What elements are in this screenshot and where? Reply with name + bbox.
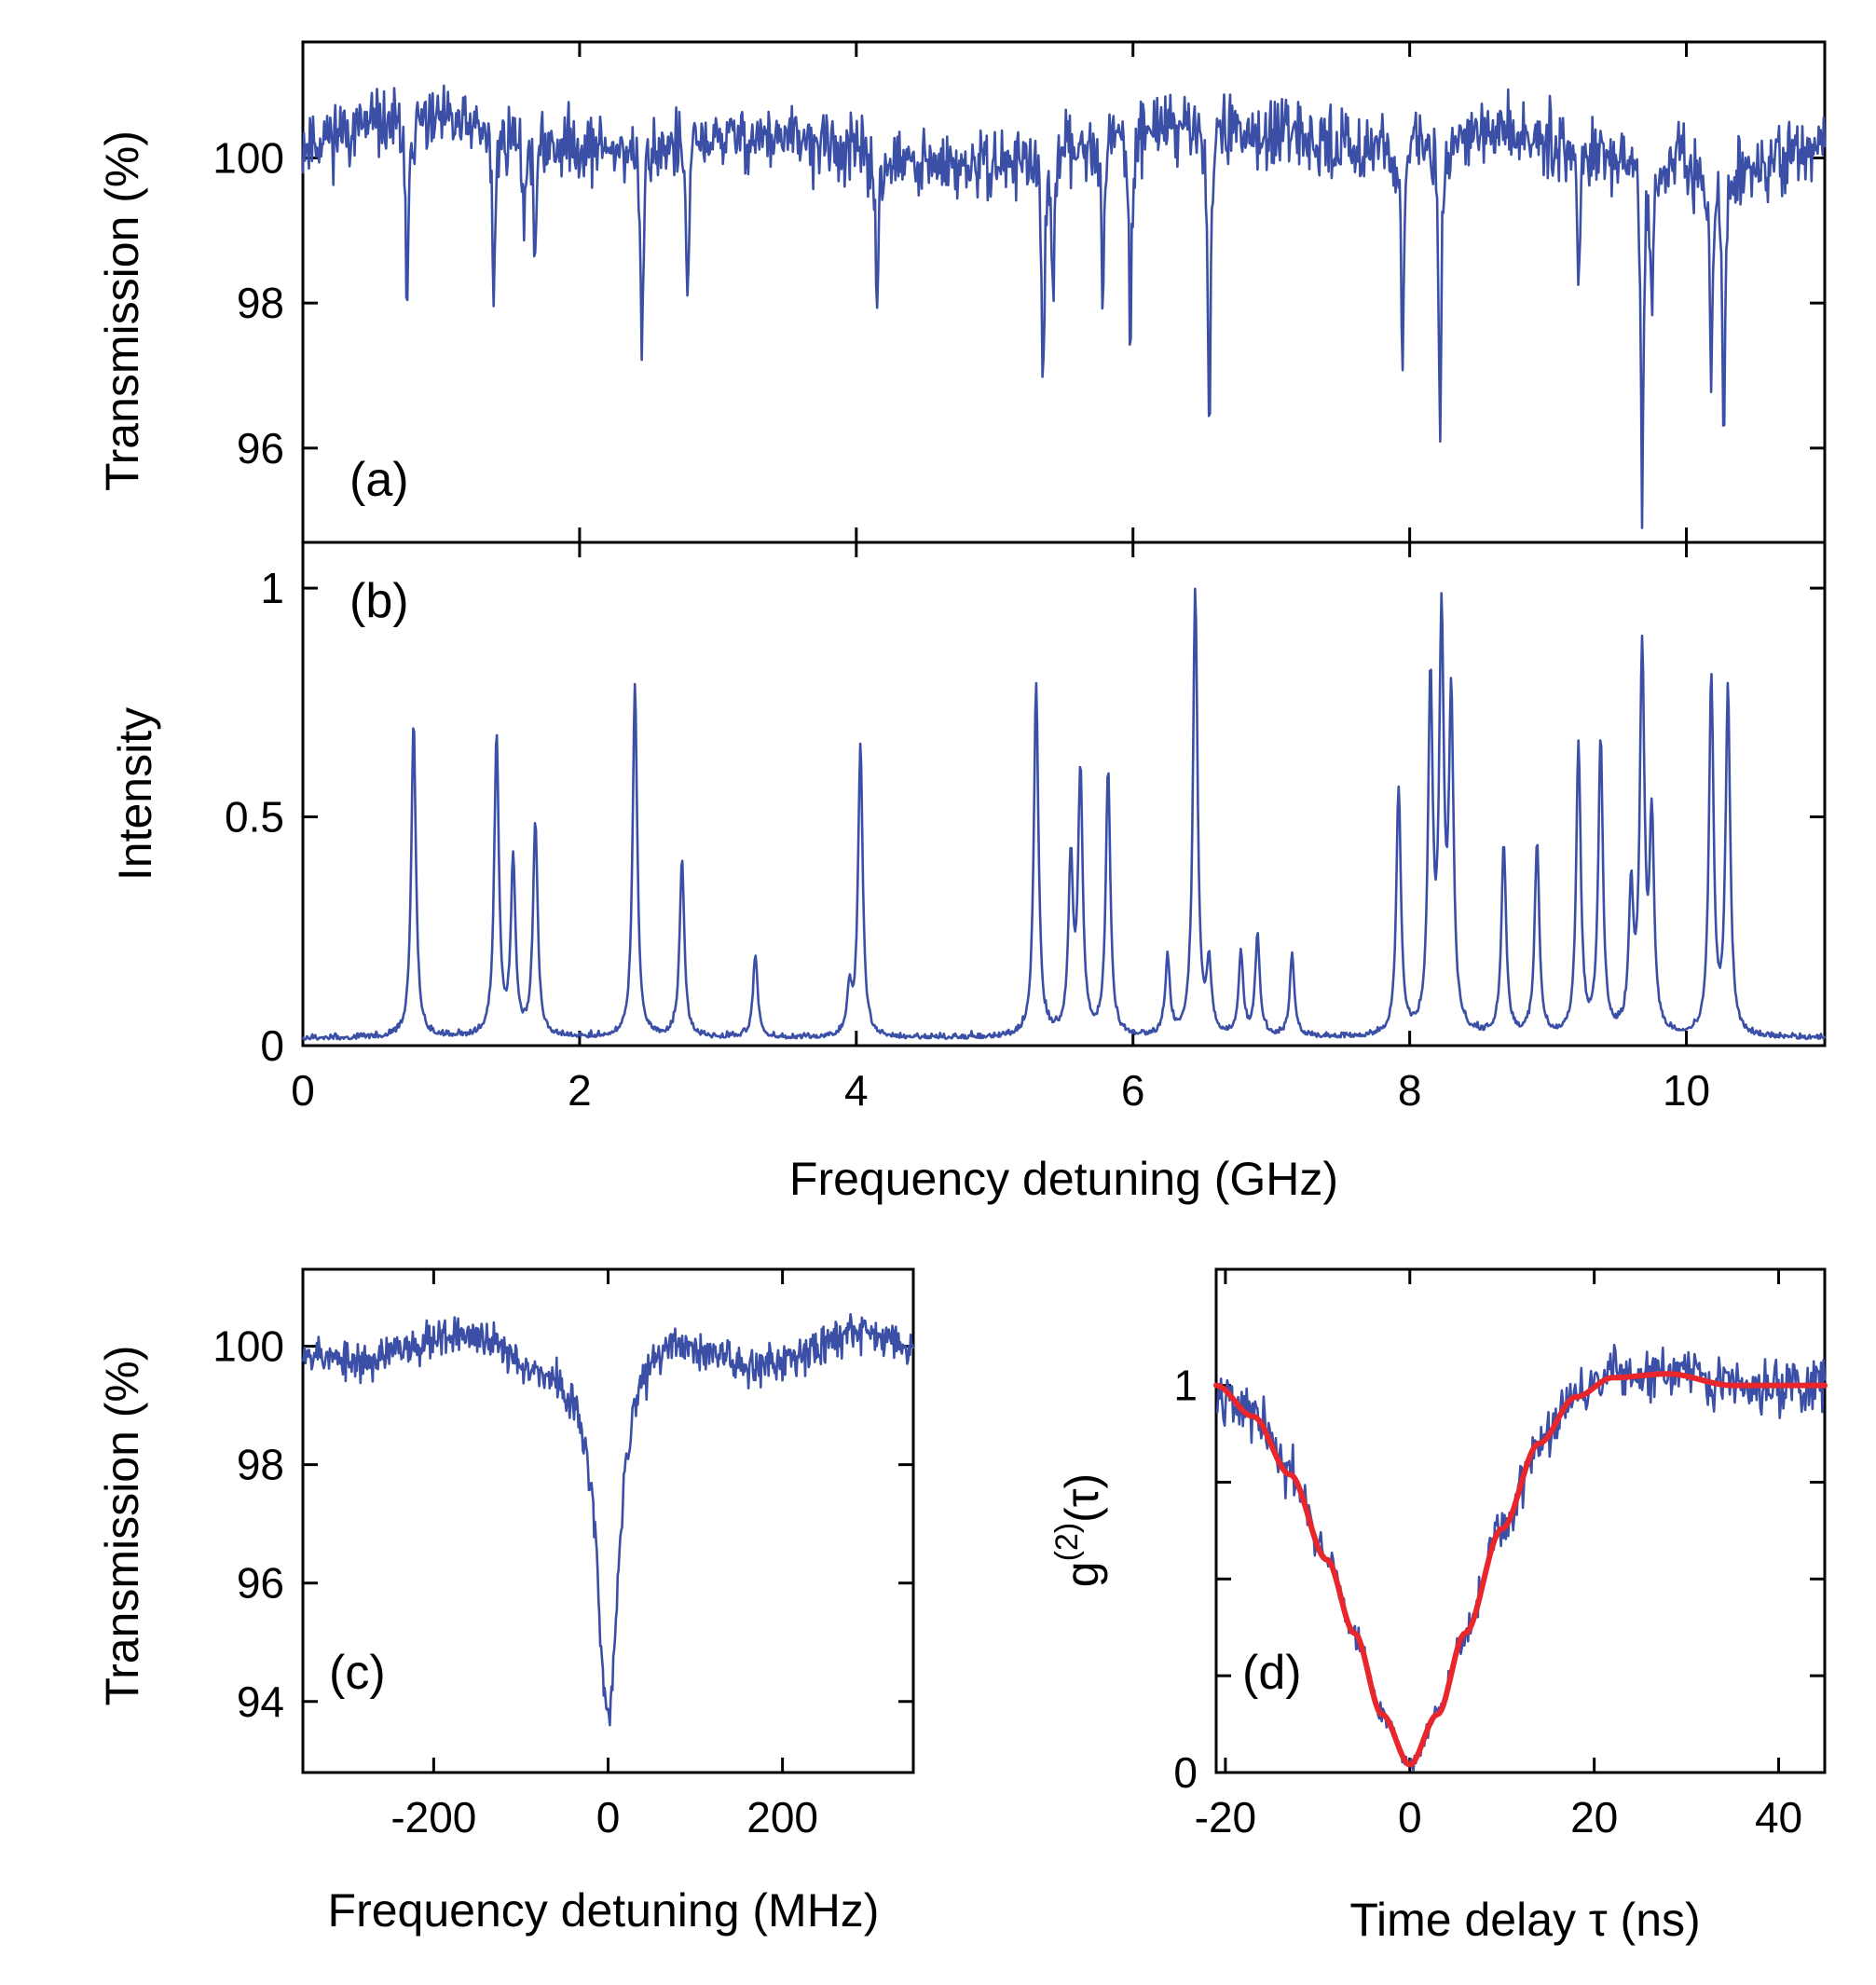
- y-tick-label: 1: [260, 564, 284, 612]
- g2-measured-trace: [1215, 1343, 1827, 1773]
- y-tick-label: 1: [1173, 1362, 1198, 1410]
- x-tick-label: -20: [1195, 1793, 1256, 1841]
- x-axis-label: Time delay τ (ns): [1349, 1894, 1700, 1946]
- x-tick-label: 4: [844, 1066, 869, 1115]
- y-axis-label: Transmission (%): [96, 1345, 148, 1705]
- x-tick-label: 20: [1570, 1793, 1618, 1841]
- y-tick-label: 0: [1173, 1748, 1198, 1797]
- panel-c-transmission-mhz: 94 96 98 100 -200 0 200 (c) Transmission (%) Freq…: [96, 1267, 915, 1937]
- panel-a-transmission-ghz: 96 98 100 (a) Transmission (%): [96, 40, 1827, 544]
- x-axis-label: Frequency detuning (MHz): [328, 1884, 880, 1937]
- transmission-trace: [301, 84, 1827, 529]
- panel-label: (b): [349, 574, 409, 628]
- plot-frame: [1214, 1267, 1827, 1774]
- y-tick-label: 98: [237, 279, 284, 327]
- x-tick-label: 0: [291, 1066, 315, 1115]
- y-tick-label: 96: [237, 424, 284, 472]
- y-axis-label: g(2)(τ): [1049, 1473, 1108, 1587]
- y-tick-label: 0: [260, 1021, 284, 1070]
- intensity-trace: [301, 587, 1827, 1041]
- x-tick-label: 8: [1398, 1066, 1422, 1115]
- x-tick-label: -200: [390, 1793, 476, 1841]
- y-tick-label: 96: [237, 1559, 284, 1608]
- y-label-superscript: (2): [1049, 1523, 1085, 1562]
- y-tick-label: 98: [237, 1441, 284, 1489]
- transmission-trace: [301, 1312, 915, 1727]
- panel-label: (d): [1242, 1646, 1302, 1700]
- y-axis-label: Intensity: [109, 707, 161, 881]
- x-axis-label: Frequency detuning (GHz): [789, 1153, 1338, 1205]
- panel-label: (a): [349, 453, 409, 507]
- y-tick-label: 0.5: [225, 793, 284, 842]
- y-axis-label: Transmission (%): [96, 130, 148, 491]
- x-tick-label: 2: [568, 1066, 592, 1115]
- plot-frame: [301, 40, 1827, 544]
- plot-frame: [301, 541, 1827, 1047]
- x-tick-label: 6: [1121, 1066, 1145, 1115]
- x-tick-label: 0: [596, 1793, 621, 1841]
- panel-label: (c): [329, 1646, 386, 1700]
- x-tick-label: 40: [1755, 1793, 1802, 1841]
- g2-fit-curve: [1213, 1371, 1828, 1768]
- y-label-base: g: [1056, 1561, 1108, 1587]
- x-tick-label: 200: [746, 1793, 818, 1841]
- y-tick-label: 94: [237, 1677, 284, 1726]
- x-tick-label: 0: [1398, 1793, 1422, 1841]
- panel-d-g2-correlation: 01-20 0 20 40(d)g(2)(τ)Time delay τ (ns): [1049, 1267, 1828, 1946]
- y-tick-label: 100: [212, 134, 284, 183]
- y-label-argument: (τ): [1056, 1473, 1108, 1523]
- y-tick-label: 100: [212, 1322, 284, 1371]
- x-tick-label: 10: [1663, 1066, 1710, 1115]
